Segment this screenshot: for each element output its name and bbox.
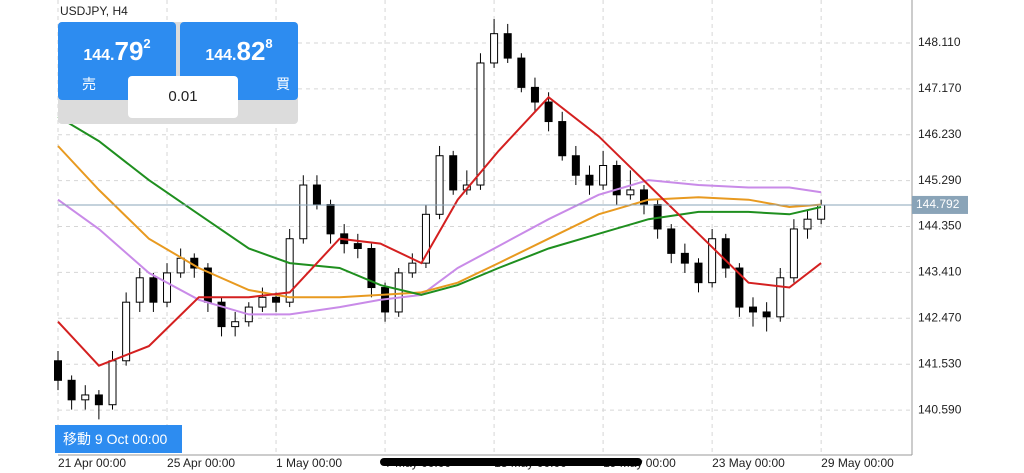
moving-average: [57, 145, 822, 299]
price-prefix: 144.: [83, 47, 115, 64]
x-tick-label: 25 Apr 00:00: [167, 456, 235, 470]
candle-body: [421, 213, 430, 264]
candle-body: [435, 155, 444, 215]
y-tick-label: 147.170: [918, 81, 962, 95]
candle-body: [54, 360, 62, 381]
trade-panel: 144.792 売 144.828 買 0.01: [58, 22, 298, 124]
candle-body: [749, 306, 758, 313]
x-tick-label: 23 May 00:00: [712, 456, 785, 470]
x-tick-label: 29 May 00:00: [821, 456, 894, 470]
candle-body: [449, 155, 458, 191]
chart-title: USDJPY, H4: [60, 4, 128, 18]
buy-label: 買: [276, 76, 290, 92]
candle-body: [312, 184, 321, 206]
candle-body: [163, 272, 172, 303]
y-tick-label: 144.350: [918, 219, 962, 233]
candle-body: [231, 321, 240, 328]
candle-body: [517, 57, 526, 88]
y-tick-label: 143.410: [918, 265, 962, 279]
candle-body: [258, 296, 267, 308]
moving-average: [57, 95, 822, 367]
candle-body: [789, 228, 798, 279]
candle-body: [544, 101, 553, 123]
sell-label: 売: [82, 76, 96, 92]
candle-body: [135, 277, 144, 303]
candle-body: [394, 272, 403, 313]
candle-body: [680, 252, 689, 264]
candle-body: [735, 267, 744, 308]
y-tick-label: 146.230: [918, 127, 962, 141]
candle-body: [694, 262, 703, 284]
candle-body: [599, 164, 608, 186]
price-pip: 8: [265, 36, 273, 51]
candle-body: [762, 311, 771, 318]
price-big: 79: [114, 36, 144, 66]
candle-body: [326, 204, 335, 235]
price-big: 82: [236, 36, 266, 66]
candle-body: [612, 164, 621, 196]
candle-body: [503, 33, 512, 59]
lot-input[interactable]: 0.01: [128, 76, 238, 118]
sell-price: 144.792: [58, 36, 176, 67]
candle-body: [176, 257, 185, 274]
candle-body: [299, 184, 308, 240]
candle-body: [122, 301, 131, 362]
home-indicator[interactable]: [380, 458, 642, 466]
x-tick-label: 21 Apr 00:00: [58, 456, 126, 470]
moving-average: [57, 179, 822, 316]
candle-body: [571, 155, 580, 176]
candle-body: [626, 189, 635, 196]
price-pip: 2: [143, 36, 151, 51]
candle-body: [803, 218, 812, 230]
candle-body: [667, 228, 676, 254]
candle-body: [776, 277, 785, 318]
candle-body: [721, 238, 730, 269]
y-tick-label: 148.110: [918, 35, 961, 49]
y-tick-label: 141.530: [918, 356, 962, 370]
candle-body: [353, 243, 362, 249]
candle-body: [285, 238, 294, 303]
candle-body: [81, 394, 90, 401]
candle-body: [272, 296, 281, 303]
price-tag: [912, 195, 968, 214]
buy-button[interactable]: 144.828 買: [180, 22, 298, 100]
candle-body: [217, 301, 226, 328]
y-tick-label: 142.470: [918, 310, 962, 324]
candle-body: [367, 247, 376, 289]
candle-body: [558, 121, 567, 157]
candle-body: [94, 394, 103, 406]
y-tick-label: 140.590: [918, 402, 962, 416]
candle-body: [108, 360, 117, 406]
candle-body: [476, 62, 485, 186]
price-tag-label: 144.792: [916, 197, 960, 211]
candle-body: [708, 238, 717, 284]
x-tick-label: 1 May 00:00: [276, 456, 342, 470]
candle-body: [67, 379, 76, 401]
y-tick-label: 145.290: [918, 173, 962, 187]
price-prefix: 144.: [205, 47, 237, 64]
moving-average: [57, 115, 822, 296]
candle-body: [408, 262, 417, 274]
candle-body: [585, 174, 594, 186]
scroll-label[interactable]: 移動 9 Oct 00:00: [55, 425, 182, 453]
buy-price: 144.828: [180, 36, 298, 67]
candle-body: [490, 33, 499, 64]
candle-body: [530, 86, 539, 103]
candle-body: [149, 277, 158, 303]
